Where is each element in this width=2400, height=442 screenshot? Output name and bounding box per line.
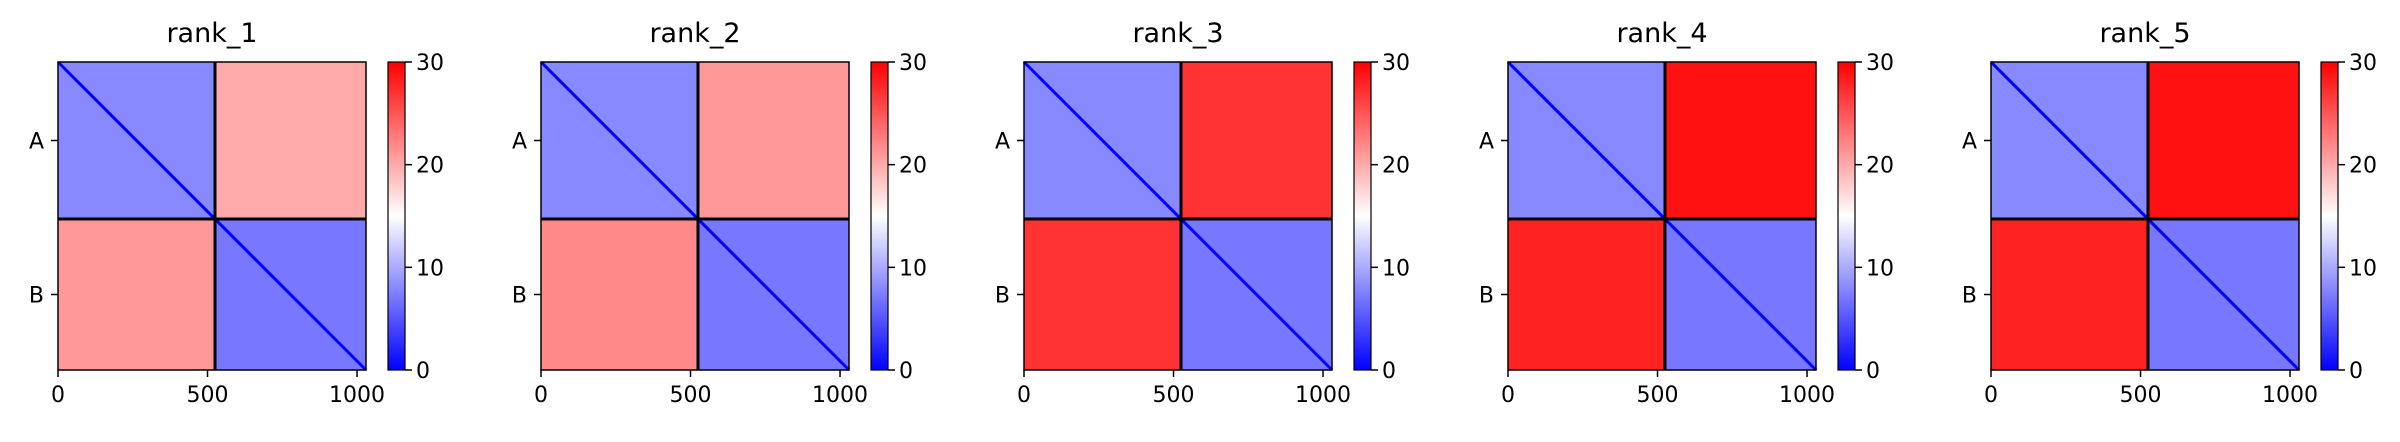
colorbar-tick-label: 20	[2349, 154, 2377, 179]
colorbar-tick-label: 10	[1382, 256, 1410, 281]
colorbar-tick-label: 20	[899, 154, 927, 179]
x-tick-label: 500	[670, 383, 712, 408]
chain-label: B	[1479, 283, 1494, 308]
heatmap-panel-5: rank_5 0 500 1000 A B 0 10 20 30	[1962, 18, 2377, 408]
heatmap-panel-4: rank_4 0 500 1000 A B 0 10 20 30	[1479, 18, 1894, 408]
heatmap-panel-3: rank_3 0 500 1000 A B 0 10 20 30	[995, 18, 1410, 408]
chain-label: B	[29, 283, 44, 308]
heatmap-block	[1024, 218, 1181, 370]
colorbar-tick-label: 20	[1866, 154, 1894, 179]
heatmap-diagonal	[1989, 60, 2301, 372]
heatmap-block	[541, 218, 698, 370]
chain-label: A	[512, 129, 527, 154]
heatmap-diagonal	[1506, 60, 1818, 372]
colorbar	[1837, 61, 1856, 371]
x-tick-label: 500	[187, 383, 229, 408]
colorbar-tick-label: 30	[2349, 51, 2377, 76]
heatmap-block	[1991, 218, 2148, 370]
colorbar	[870, 61, 889, 371]
chain-label: A	[1479, 129, 1494, 154]
chain-label: A	[995, 129, 1010, 154]
x-tick-label: 1000	[329, 383, 385, 408]
x-tick-label: 500	[2120, 383, 2162, 408]
colorbar-tick-label: 0	[2349, 359, 2363, 384]
panel-title: rank_4	[1616, 18, 1707, 49]
colorbar-tick-label: 10	[1866, 256, 1894, 281]
panel-title: rank_2	[649, 18, 740, 49]
colorbar-tick-label: 20	[1382, 154, 1410, 179]
panel-title: rank_5	[2099, 18, 2190, 49]
plot-frame	[1507, 61, 1817, 371]
x-tick-label: 1000	[1779, 383, 1835, 408]
heatmap-diagonal	[1022, 60, 1334, 372]
x-tick-label: 0	[51, 383, 65, 408]
colorbar-tick-label: 10	[416, 256, 444, 281]
colorbar-tick-label: 20	[416, 154, 444, 179]
x-tick-label: 0	[1984, 383, 1998, 408]
x-tick-label: 0	[534, 383, 548, 408]
plot-frame	[540, 61, 850, 371]
panel-title: rank_3	[1132, 18, 1223, 49]
x-tick-label: 500	[1153, 383, 1195, 408]
x-tick-label: 0	[1017, 383, 1031, 408]
colorbar-tick-label: 0	[1382, 359, 1396, 384]
heatmap-panel-1: rank_1 0 500 1000 A B 0 10 20 30	[29, 18, 444, 408]
heatmap-block	[58, 218, 215, 370]
colorbar-tick-label: 0	[1866, 359, 1880, 384]
heatmap-block	[1664, 62, 1816, 219]
colorbar	[2320, 61, 2339, 371]
colorbar-tick-label: 30	[899, 51, 927, 76]
plot-frame	[57, 61, 367, 371]
x-tick-label: 500	[1637, 383, 1679, 408]
x-tick-label: 1000	[1295, 383, 1351, 408]
colorbar-tick-label: 30	[1382, 51, 1410, 76]
heatmap-panel-2: rank_2 0 500 1000 A B 0 10 20 30	[512, 18, 927, 408]
panel-title: rank_1	[166, 18, 257, 49]
heatmap-diagonal	[539, 60, 851, 372]
plot-frame	[1990, 61, 2300, 371]
colorbar-tick-label: 30	[1866, 51, 1894, 76]
x-tick-label: 1000	[812, 383, 868, 408]
heatmap-block	[214, 62, 366, 219]
colorbar-tick-label: 0	[416, 359, 430, 384]
heatmap-block	[1180, 62, 1332, 219]
heatmap-block	[2147, 62, 2299, 219]
x-tick-label: 1000	[2262, 383, 2318, 408]
colorbar-tick-label: 10	[2349, 256, 2377, 281]
colorbar-tick-label: 30	[416, 51, 444, 76]
heatmap-diagonal	[56, 60, 368, 372]
colorbar	[387, 61, 406, 371]
plot-frame	[1023, 61, 1333, 371]
colorbar	[1353, 61, 1372, 371]
heatmap-block	[1508, 218, 1665, 370]
chain-label: B	[1962, 283, 1977, 308]
chain-label: A	[1962, 129, 1977, 154]
x-tick-label: 0	[1501, 383, 1515, 408]
colorbar-tick-label: 10	[899, 256, 927, 281]
heatmap-block	[697, 62, 849, 219]
chain-label: B	[995, 283, 1010, 308]
chain-label: A	[29, 129, 44, 154]
chain-label: B	[512, 283, 527, 308]
colorbar-tick-label: 0	[899, 359, 913, 384]
